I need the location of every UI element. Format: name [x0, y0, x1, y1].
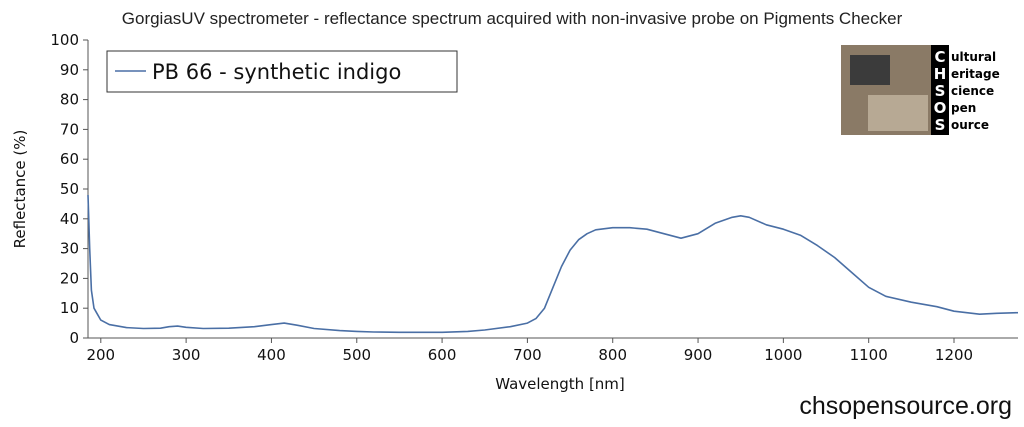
y-axis: 0 10 20 30 40 50 60 70 80 90 100	[50, 31, 88, 347]
y-tick-label: 70	[60, 120, 79, 138]
logo-word-5: ource	[951, 118, 989, 132]
chsos-logo: C H S O S ultural eritage cience pen our…	[841, 45, 1000, 135]
y-tick-label: 0	[69, 329, 79, 347]
y-tick-label: 60	[60, 150, 79, 168]
logo-word-2: eritage	[951, 67, 1000, 81]
y-tick-label: 50	[60, 180, 79, 198]
x-tick-label: 200	[86, 346, 115, 364]
logo-letter-4: O	[934, 99, 947, 117]
logo-photo-device	[850, 55, 890, 85]
x-tick-label: 400	[257, 346, 286, 364]
x-tick-label: 800	[598, 346, 627, 364]
x-tick-label: 900	[684, 346, 713, 364]
logo-letter-1: C	[934, 48, 945, 66]
x-tick-label: 1000	[764, 346, 802, 364]
x-tick-label: 300	[172, 346, 201, 364]
x-axis-label: Wavelength [nm]	[495, 375, 625, 393]
logo-letter-5: S	[935, 116, 946, 134]
y-tick-label: 40	[60, 210, 79, 228]
x-tick-label: 700	[513, 346, 542, 364]
logo-word-3: cience	[951, 84, 994, 98]
legend: PB 66 - synthetic indigo	[106, 50, 458, 93]
logo-word-1: ultural	[951, 50, 996, 64]
x-tick-label: 1100	[850, 346, 888, 364]
series-line-0	[87, 194, 1019, 334]
series-layer	[87, 194, 1019, 334]
logo-word-4: pen	[951, 101, 976, 115]
y-tick-label: 30	[60, 240, 79, 258]
logo-letter-bar	[931, 45, 949, 135]
y-tick-label: 90	[60, 61, 79, 79]
y-tick-label: 10	[60, 299, 79, 317]
legend-entry: PB 66 - synthetic indigo	[152, 60, 401, 84]
y-tick-label: 80	[60, 91, 79, 109]
logo-photo-checker	[868, 95, 928, 131]
x-tick-label: 1200	[935, 346, 973, 364]
y-tick-label: 100	[50, 31, 79, 49]
y-axis-label: Reflectance (%)	[11, 130, 29, 249]
footer-url: chsopensource.org	[799, 392, 1012, 420]
x-tick-label: 600	[428, 346, 457, 364]
y-tick-label: 20	[60, 269, 79, 287]
legend-box	[106, 50, 458, 93]
logo-letter-2: H	[934, 65, 947, 83]
x-tick-label: 500	[342, 346, 371, 364]
chart-title: GorgiasUV spectrometer - reflectance spe…	[122, 9, 903, 28]
x-axis: 200 300 400 500 600 700 800 900 1000 1100 1200	[86, 338, 973, 364]
logo-letter-3: S	[935, 82, 946, 100]
